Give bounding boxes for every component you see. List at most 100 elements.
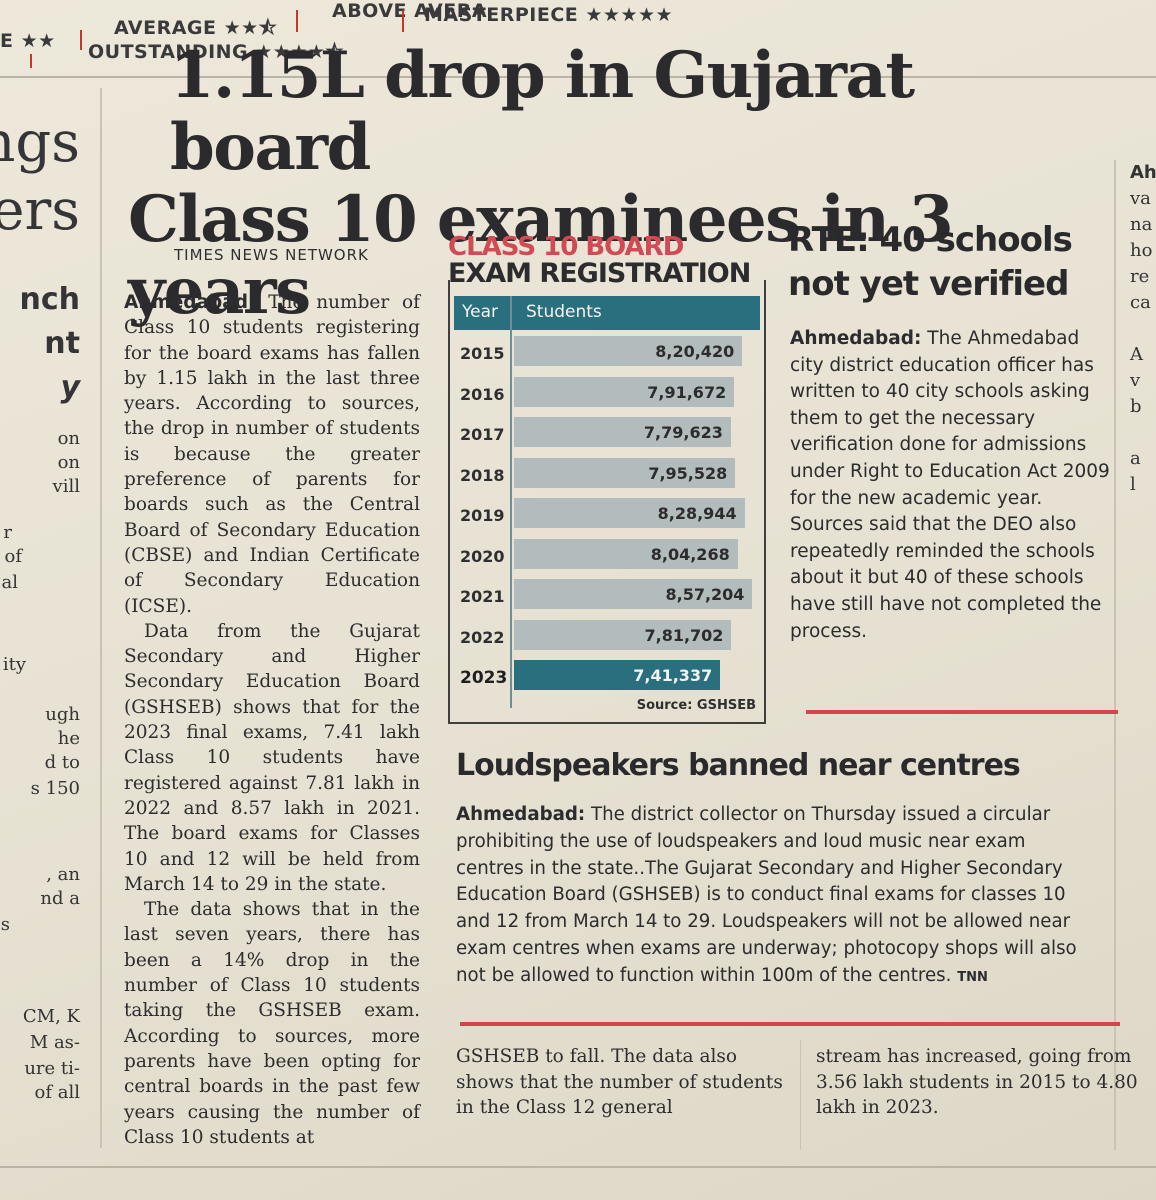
left-fragment: of all [34,1082,80,1103]
students-value: 7,41,337 [633,666,713,685]
left-fragment: CM, K [22,1006,80,1027]
column-rule [800,1040,801,1150]
rating-average: AVERAGE ★★⯪ [114,17,278,39]
loudspeakers-body: Ahmedabad: The district collector on Thu… [456,804,1077,986]
students-bar: 7,91,672 [514,376,735,407]
year-label: 2020 [460,546,505,566]
year-label: 2021 [460,587,505,606]
rte-dateline: Ahmedabad: [790,328,922,349]
left-fragment: ugh [45,704,80,725]
chart-source: Source: GSHSEB [636,698,756,713]
left-fragment: ers [0,178,80,243]
strip-divider [402,10,404,32]
loudspeakers-headline: Loudspeakers banned near centres [456,748,1021,783]
loudspeakers-dateline: Ahmedabad: [456,804,586,825]
strip-divider [30,54,32,68]
rte-headline-line-1: RTE: 40 schools [788,220,1073,260]
left-fragment: he [57,728,80,749]
year-label: 2016 [460,384,505,404]
right-fragment: re [1130,266,1150,287]
left-fragment: of [4,546,23,567]
rte-headline: RTE: 40 schools not yet verified [788,218,1108,306]
registration-chart: CLASS 10 BOARD EXAM REGISTRATION Year St… [448,232,766,724]
students-value: 7,79,623 [643,423,723,442]
headline-line-2: Class 10 examinees in 3 years [128,182,954,329]
right-fragment: na [1130,214,1153,235]
left-fragment: r [3,522,12,543]
year-divider [510,296,512,708]
right-fragment: v [1130,370,1141,391]
students-bar: 8,04,268 [514,538,738,569]
article-paragraph: Data from the Gujarat Secondary and High… [124,620,420,895]
year-label: 2023 [460,668,508,688]
right-fragment: l [1130,474,1136,495]
right-fragment: ho [1130,240,1153,261]
left-fragment: vill [52,476,80,497]
year-label: 2015 [460,344,505,363]
rating-two-star: E ★★ [0,30,56,52]
left-fragment: , an [46,864,80,885]
right-fragment: ca [1130,292,1151,313]
chart-title-line-1: CLASS 10 BOARD [448,232,684,262]
left-fragment: al [1,572,19,593]
left-fragment: d to [44,752,80,773]
rating-masterpiece: MASTERPIECE ★★★★★ [424,4,674,26]
rating-above-average: ABOVE AVERA [332,0,488,22]
right-fragment: Ah [1130,162,1156,183]
rte-headline-line-2: not yet verified [788,264,1069,304]
column-header-students: Students [526,302,602,322]
left-fragment: y [60,370,80,405]
right-fragment: va [1130,188,1151,209]
left-fragment: ngs [0,110,80,175]
left-fragment: M as- [29,1032,80,1053]
students-bar: 7,95,528 [514,457,736,488]
article-continuation: stream has increased, going from 3.56 la… [816,1046,1138,1118]
main-headline: 1.15L drop in Gujarat board Class 10 exa… [128,40,1088,328]
main-article-body: Ahmedabad: The number of Class 10 studen… [124,290,420,1150]
year-label: 2022 [460,627,505,647]
students-bar: 8,57,204 [514,579,753,609]
students-bar: 8,28,944 [514,498,745,528]
article-continuation: GSHSEB to fall. The data also shows that… [456,1046,783,1118]
left-fragment: s [0,914,10,935]
article-paragraph: The data shows that in the last seven ye… [124,899,420,1148]
red-divider [460,1022,1120,1026]
year-label: 2018 [460,465,505,485]
column-header-year: Year [462,302,498,322]
page-bottom-rule [0,1166,1156,1168]
right-fragment: a [1130,448,1141,469]
students-value: 8,04,268 [650,544,730,564]
students-value: 7,81,702 [644,625,724,645]
strip-rule [0,76,1156,78]
students-value: 8,28,944 [657,504,737,523]
right-adjacent-column: Ah va na ho re ca A v b a l [1118,150,1156,1150]
left-fragment: ure ti- [24,1058,80,1079]
left-fragment: nd a [40,888,80,909]
students-value: 8,20,420 [655,342,735,361]
rte-body: Ahmedabad: The Ahmedabad city district e… [790,328,1110,642]
chart-header: Year Students [454,296,760,330]
left-fragment: ity [2,654,26,675]
dateline: Ahmedabad: [124,292,256,313]
students-value: 7,95,528 [648,463,728,483]
students-bar: 7,81,702 [514,619,732,650]
chart-frame [448,280,766,724]
left-fragment: nch [19,282,81,317]
left-adjacent-column: ngs ers nch nt y on on vill r of al ity … [0,80,82,1200]
students-bar: 7,79,623 [514,417,731,447]
column-rule [100,88,102,1148]
strip-divider [296,10,298,32]
left-fragment: s 150 [30,778,80,799]
strip-divider [80,30,82,50]
students-value: 8,57,204 [665,585,745,604]
left-fragment: on [57,428,80,449]
agency-tag: TNN [957,969,988,985]
chart-title-line-2: EXAM REGISTRATION [448,258,751,289]
right-fragment: A [1130,344,1143,365]
year-label: 2019 [460,506,505,525]
byline: TIMES NEWS NETWORK [174,246,369,264]
students-bar: 7,41,337 [514,660,721,690]
left-fragment: on [57,452,80,473]
column-rule [1114,160,1116,1150]
